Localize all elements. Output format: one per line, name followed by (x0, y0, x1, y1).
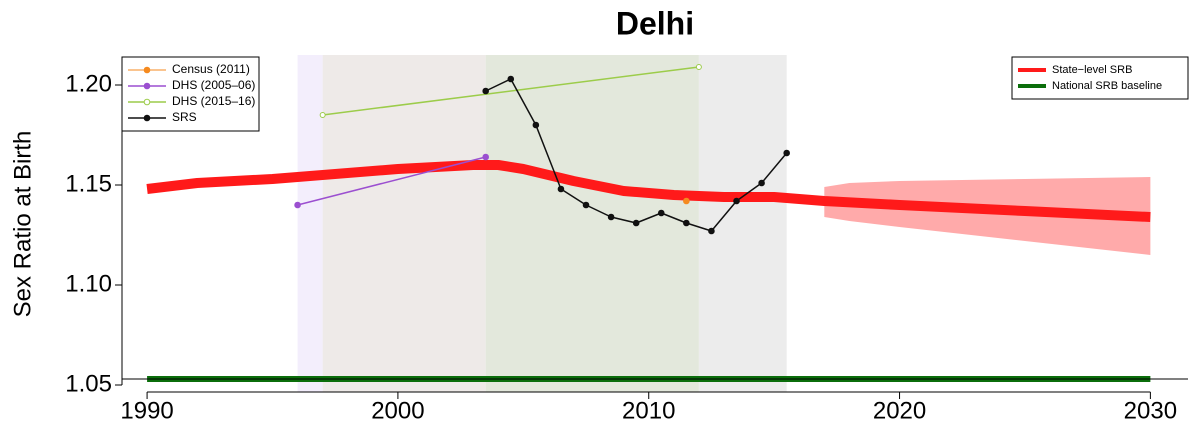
legend-label: DHS (2015–16) (172, 94, 255, 108)
data-point (683, 219, 690, 227)
survey-period (297, 55, 323, 392)
x-tick-label: 1990 (120, 397, 173, 424)
data-point (507, 75, 515, 83)
legend-label: National SRB baseline (1052, 80, 1162, 92)
survey-period (485, 55, 699, 392)
legend-marker (143, 98, 151, 106)
legend-marker (143, 66, 151, 74)
data-point (683, 197, 690, 205)
series-line (322, 66, 699, 116)
data-point (532, 121, 540, 129)
y-tick-label: 1.20 (65, 70, 112, 97)
data-point (607, 213, 615, 221)
data-point (632, 219, 640, 227)
legend-marker (143, 114, 151, 122)
data-point (294, 201, 301, 209)
y-tick-label: 1.15 (65, 170, 112, 197)
y-tick-label: 1.05 (65, 370, 112, 397)
data-point (733, 197, 740, 205)
chart-title: Delhi (616, 5, 694, 41)
data-point (783, 149, 790, 157)
data-point (582, 201, 590, 209)
data-point (319, 112, 326, 118)
x-tick-label: 2020 (873, 397, 926, 424)
legend-label: State−level SRB (1052, 64, 1132, 76)
data-point (758, 179, 765, 187)
legend-label: Census (2011) (172, 62, 250, 76)
data-point (482, 153, 489, 161)
legend-label: DHS (2005–06) (172, 78, 255, 92)
survey-period (698, 55, 787, 392)
x-tick-label: 2030 (1124, 397, 1177, 424)
series-line (146, 160, 1151, 222)
data-point (482, 87, 489, 95)
legend-marker (143, 82, 151, 90)
uncertainty-band (824, 177, 1151, 255)
series-line (297, 156, 486, 206)
data-point (657, 209, 665, 217)
data-point (695, 64, 702, 70)
y-axis-label: Sex Ratio at Birth (9, 131, 36, 318)
legend-label: SRS (172, 110, 197, 124)
x-tick-label: 2000 (371, 397, 424, 424)
data-point (557, 185, 565, 193)
data-point (708, 227, 715, 235)
survey-period (322, 55, 486, 392)
x-tick-label: 2010 (622, 397, 675, 424)
y-tick-label: 1.10 (65, 270, 112, 297)
legend-box (1011, 56, 1189, 100)
